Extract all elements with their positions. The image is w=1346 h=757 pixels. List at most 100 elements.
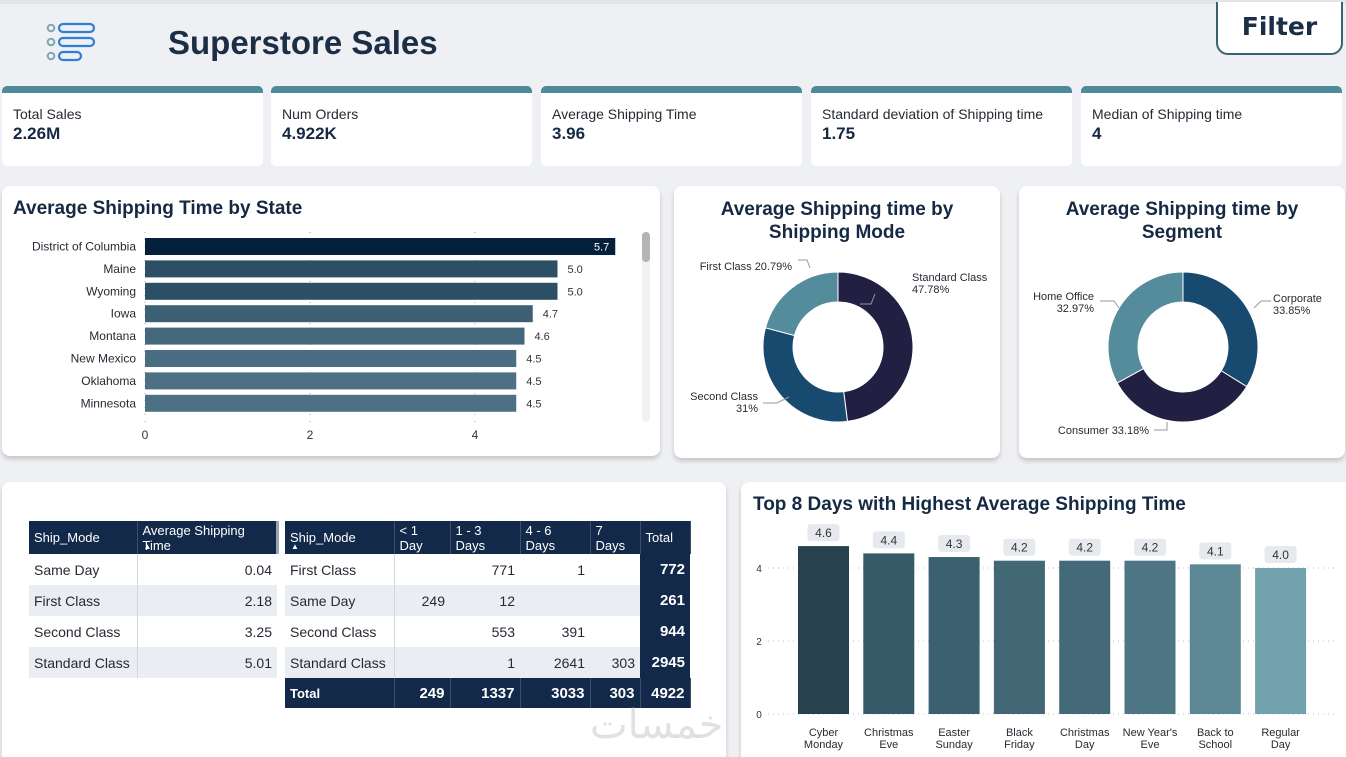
- bar: [145, 282, 558, 300]
- column-header-ship-mode[interactable]: Ship_Mode ▲: [285, 521, 395, 554]
- table-row: Second Class 3.25: [29, 616, 277, 647]
- cell-total-label: Total: [285, 678, 395, 708]
- header-label: Ship_Mode: [34, 530, 100, 545]
- table-total-row: Total 249 1337 3033 303 4922: [285, 678, 691, 708]
- list-icon: [46, 22, 96, 62]
- slice-label: 31%: [736, 403, 758, 415]
- data-label-bg: [1003, 538, 1036, 556]
- category-label: Day: [1271, 739, 1291, 751]
- leader-line: [1253, 300, 1271, 309]
- column-header-total[interactable]: Total: [640, 521, 691, 554]
- chart-title: Average Shipping Time by State: [13, 198, 303, 219]
- cell-ship-mode: First Class: [29, 585, 138, 616]
- cell-ship-mode: Standard Class: [285, 647, 395, 678]
- category-label: Eve: [879, 739, 898, 751]
- chart-title-line: Average Shipping time by: [1065, 199, 1299, 220]
- cell-value: [590, 585, 640, 616]
- top-border: [0, 0, 1346, 4]
- kpi-std-shipping-time: Standard deviation of Shipping time 1.75: [811, 86, 1072, 166]
- table-row: Same Day 249 12 261: [285, 585, 690, 616]
- donut-slice: [764, 271, 839, 337]
- cell-ship-mode: First Class: [285, 554, 395, 585]
- cell-value: [394, 616, 450, 647]
- kpi-total-sales: Total Sales 2.26M: [2, 86, 263, 166]
- table-row: Standard Class 1 2641 303 2945: [285, 647, 690, 678]
- category-label: Back to: [1197, 727, 1234, 739]
- category-label: School: [1198, 739, 1232, 751]
- slice-label: Home Office: [1033, 291, 1094, 303]
- cell-value: 771: [491, 561, 515, 578]
- data-label: 5.0: [568, 264, 583, 276]
- column-header-7-days[interactable]: 7 Days: [590, 521, 641, 554]
- cell-value: 12: [450, 585, 520, 616]
- chart-title: Average Shipping time by Segment: [1019, 198, 1345, 244]
- data-label: 4.5: [526, 398, 541, 410]
- header-label: Total: [645, 530, 673, 545]
- data-label: 4.4: [880, 533, 897, 547]
- cell-ship-mode: Same Day: [285, 585, 395, 616]
- slice-label: Second Class: [690, 391, 758, 403]
- header-label: 7 Days: [595, 522, 626, 553]
- header: Superstore Sales: [0, 4, 1346, 84]
- donut-slice: [837, 271, 914, 422]
- bar: [928, 557, 980, 714]
- column-header-avg-shipping-time[interactable]: Average Shipping Time ▲: [137, 521, 279, 554]
- filter-button[interactable]: Filter: [1216, 2, 1343, 55]
- data-label-bg: [807, 524, 840, 542]
- header-label: < 1 Day: [399, 522, 423, 553]
- kpi-average-shipping-time: Average Shipping Time 3.96: [541, 86, 802, 166]
- category-label: Cyber: [809, 727, 839, 739]
- data-label: 4.5: [526, 376, 541, 388]
- kpi-accent-bar: [271, 86, 532, 93]
- cell-row-total: 772: [640, 554, 690, 585]
- cell-value: [394, 647, 450, 678]
- cell-value: [394, 554, 450, 585]
- category-label: Maine: [103, 262, 136, 276]
- cell-ship-mode: Second Class: [29, 616, 138, 647]
- tables-card: Ship_Mode Average Shipping Time ▲ Same Da…: [2, 482, 726, 757]
- category-label: Regular: [1261, 727, 1300, 739]
- bar: [145, 327, 525, 345]
- category-label: Wyoming: [86, 284, 136, 298]
- kpi-label: Total Sales: [13, 106, 82, 122]
- category-label: Montana: [89, 329, 136, 343]
- bar: [145, 305, 533, 323]
- cell-value: [590, 616, 640, 647]
- category-label: District of Columbia: [32, 240, 136, 254]
- cell-column-total: 1337: [450, 678, 521, 708]
- table-row: Second Class 553 391 944: [285, 616, 690, 647]
- bar: [1124, 560, 1176, 714]
- scrollbar-thumb[interactable]: [642, 232, 650, 262]
- column-header-1-3-days[interactable]: 1 - 3 Days: [450, 521, 521, 554]
- data-label-bg: [1134, 538, 1166, 556]
- data-label: 4.2: [1011, 541, 1028, 555]
- x-tick-label: 2: [307, 428, 314, 442]
- data-label: 4.6: [535, 331, 550, 343]
- category-label: Minnesota: [81, 396, 137, 410]
- data-label: 4.6: [815, 526, 832, 540]
- column-header-4-6-days[interactable]: 4 - 6 Days: [520, 521, 591, 554]
- state-chart-scrollbar[interactable]: [642, 232, 650, 422]
- cell-value: [520, 585, 590, 616]
- cell-ship-mode: Same Day: [29, 554, 138, 585]
- data-label: 5.7: [594, 242, 609, 254]
- column-header-less-1-day[interactable]: < 1 Day: [394, 521, 451, 554]
- cell-value: 391: [561, 623, 585, 640]
- data-label-bg: [872, 531, 905, 549]
- cell-value: 2.18: [137, 585, 277, 616]
- kpi-num-orders: Num Orders 4.922K: [271, 86, 532, 166]
- slice-label: First Class 20.79%: [700, 261, 793, 273]
- kpi-label: Median of Shipping time: [1092, 106, 1243, 122]
- bar: [145, 260, 558, 278]
- table-row: Same Day 0.04: [29, 554, 277, 585]
- header-label: Ship_Mode: [290, 530, 356, 545]
- category-label: Easter: [938, 727, 970, 739]
- data-label: 4.7: [543, 309, 558, 321]
- data-label: 4.0: [1272, 548, 1289, 562]
- kpi-accent-bar: [2, 86, 263, 93]
- segment-chart-card: Average Shipping time by Segment Corpora…: [1019, 186, 1345, 458]
- top-days-chart-card: Top 8 Days with Highest Average Shipping…: [741, 482, 1346, 757]
- bar: [1255, 568, 1307, 714]
- leader-line: [860, 293, 876, 305]
- column-header-ship-mode[interactable]: Ship_Mode: [29, 521, 138, 554]
